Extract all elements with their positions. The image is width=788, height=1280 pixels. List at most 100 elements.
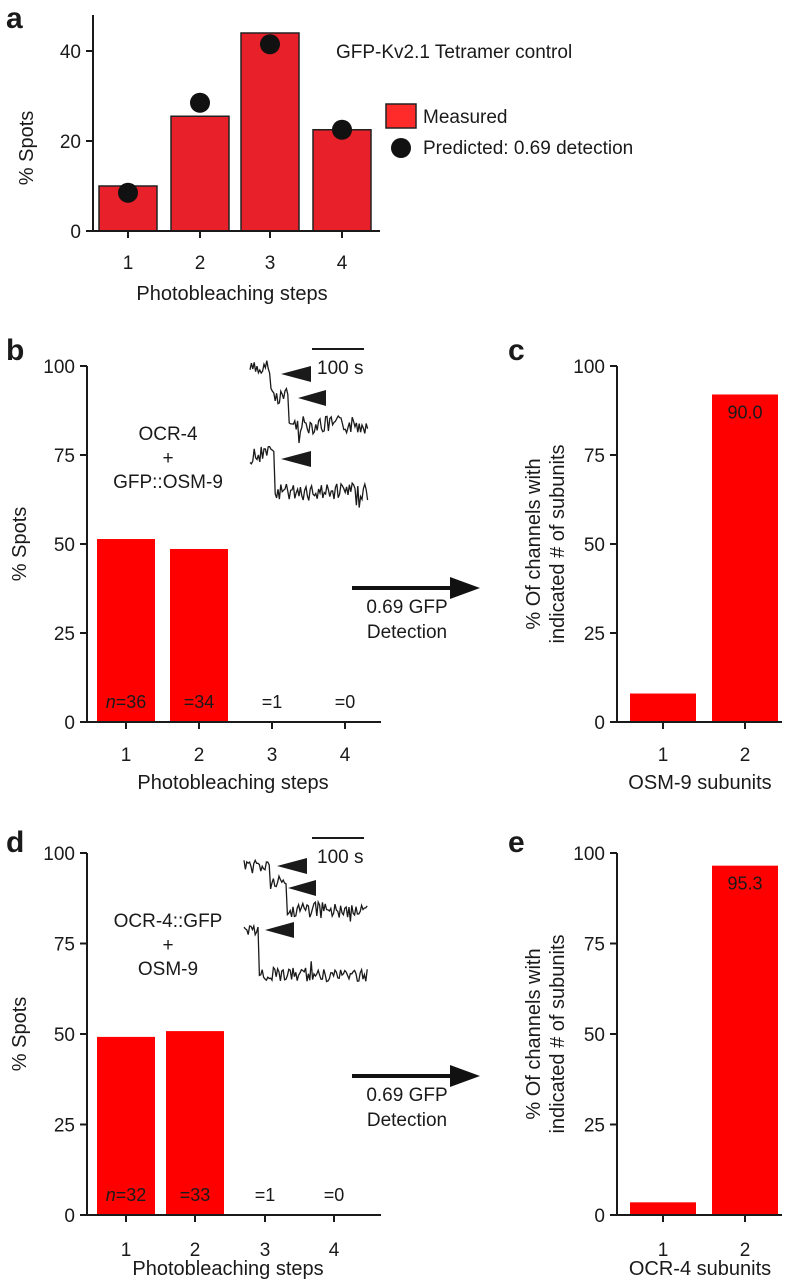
x-tick-label: 4	[329, 1240, 340, 1261]
panel-a-title: GFP-Kv2.1 Tetramer control	[336, 42, 572, 63]
arrow-label-line2: Detection	[367, 1110, 447, 1131]
bar-count-label: =0	[335, 692, 356, 712]
step-arrowhead	[265, 922, 294, 938]
x-tick-label: 3	[260, 1240, 271, 1261]
bar-1	[630, 1202, 696, 1215]
bar-2	[712, 394, 778, 722]
y-tick-label: 50	[584, 535, 605, 556]
chart-d: 0 25 50 75 100 1 2 3 4 Photobleaching steps % Spot…	[9, 844, 381, 1280]
y-tick-label: 20	[60, 132, 81, 153]
chart-b: 0 25 50 75 100 1 2 3 4 Photobleaching steps % Spot…	[9, 357, 381, 794]
bar-count-value: =36	[116, 692, 147, 712]
chart-a: 0 20 40 1 2 3 4 Photobleaching steps % Spots	[16, 15, 380, 305]
y-tick-label: 50	[584, 1025, 605, 1046]
bar-count-label: =0	[324, 1185, 345, 1205]
panel-letter-a: a	[6, 2, 23, 35]
panel-d-inset: OCR-4::GFP + OSM-9 100 s	[114, 837, 368, 983]
bar-2	[170, 115, 230, 232]
bar-count-label: =34	[184, 692, 215, 712]
y-axis-label: % Of channels with indicated # of subunit…	[523, 444, 569, 643]
bar-4	[312, 129, 372, 232]
y-axis-label-line: % Spots	[16, 111, 38, 185]
panel-b-label-line3: GFP::OSM-9	[113, 472, 223, 493]
y-tick-label: 40	[60, 42, 81, 63]
step-arrowhead	[277, 858, 307, 874]
bar-count-value: =34	[184, 692, 215, 712]
y-tick-label: 75	[54, 446, 75, 467]
arrow-label-line1: 0.69 GFP	[366, 597, 447, 618]
bar-value-label: 95.3	[727, 874, 762, 894]
bleach-trace	[243, 923, 368, 983]
y-axis-label: % Spots	[9, 997, 31, 1071]
bar-count-value: =1	[262, 692, 283, 712]
bar-value-label: 90.0	[727, 402, 762, 422]
bleach-trace	[249, 360, 369, 444]
y-tick-label: 100	[573, 844, 605, 865]
panel-letter-d: d	[6, 826, 24, 859]
bar-2	[166, 1031, 224, 1215]
panel-letter-b: b	[6, 334, 24, 367]
scale-bar-label: 100 s	[317, 358, 363, 379]
bar-count-label: =1	[255, 1185, 276, 1205]
bleach-trace	[249, 445, 369, 508]
step-arrowhead	[281, 366, 311, 382]
y-tick-label: 75	[584, 935, 605, 956]
arrow-d-to-e: 0.69 GFP Detection	[352, 1065, 480, 1131]
y-axis-label-line: indicated # of subunits	[547, 934, 569, 1133]
y-axis-label-line: indicated # of subunits	[547, 444, 569, 643]
panel-letter-e: e	[508, 826, 525, 859]
y-axis-label-line: % Of channels with	[523, 458, 545, 629]
y-tick-label: 75	[54, 935, 75, 956]
bar-count-label: n=36	[106, 692, 147, 712]
step-arrowhead	[288, 880, 316, 896]
step-arrowhead	[281, 451, 311, 467]
x-axis-label: Photobleaching steps	[136, 283, 327, 305]
bar-1	[630, 693, 696, 722]
y-axis-label: % Spots	[16, 111, 38, 185]
bar-count-n: n	[106, 1185, 116, 1205]
y-axis-label: % Of channels with indicated # of subunit…	[523, 934, 569, 1133]
legend: Measured Predicted: 0.69 detection	[385, 103, 633, 159]
bar-count-value: =32	[116, 1185, 147, 1205]
bar-1	[97, 1036, 155, 1215]
x-tick-label: 3	[267, 745, 278, 766]
x-tick-label: 1	[121, 1240, 132, 1261]
bar-count-value: =0	[324, 1185, 345, 1205]
y-axis-label-line: % Spots	[9, 507, 31, 581]
y-tick-label: 0	[64, 713, 75, 734]
arrow-label-line2: Detection	[367, 622, 447, 643]
bar-count-label: =33	[180, 1185, 211, 1205]
predicted-point-1	[118, 182, 138, 203]
bar-1	[97, 539, 155, 722]
bar-2	[170, 548, 228, 722]
y-tick-label: 25	[54, 1116, 75, 1137]
x-tick-label: 4	[337, 253, 348, 274]
y-tick-label: 0	[594, 1206, 605, 1227]
x-tick-label: 1	[121, 745, 132, 766]
predicted-point-3	[260, 34, 280, 55]
predicted-point-4	[332, 119, 352, 140]
y-tick-label: 25	[54, 624, 75, 645]
arrow-head	[450, 1065, 480, 1087]
panel-d-label-line3: OSM-9	[138, 959, 198, 980]
y-tick-label: 0	[64, 1206, 75, 1227]
legend-predicted-label: Predicted: 0.69 detection	[423, 138, 633, 159]
x-axis-label: Photobleaching steps	[132, 1258, 323, 1280]
panel-b-label-line1: OCR-4	[138, 424, 198, 445]
y-tick-label: 100	[43, 844, 75, 865]
bar-3	[240, 32, 300, 232]
bar-count-value: =33	[180, 1185, 211, 1205]
scale-bar-label: 100 s	[317, 847, 363, 868]
x-tick-label: 3	[265, 253, 276, 274]
x-axis-label: OSM-9 subunits	[628, 772, 771, 794]
x-axis-label: OCR-4 subunits	[629, 1258, 771, 1280]
y-axis-label: % Spots	[9, 507, 31, 581]
bar-2	[712, 865, 778, 1215]
bar-count-value: =0	[335, 692, 356, 712]
legend-measured-swatch	[385, 103, 417, 129]
step-arrowhead	[298, 390, 326, 406]
legend-predicted-marker	[391, 138, 411, 158]
bar-count-label: n=32	[106, 1185, 147, 1205]
